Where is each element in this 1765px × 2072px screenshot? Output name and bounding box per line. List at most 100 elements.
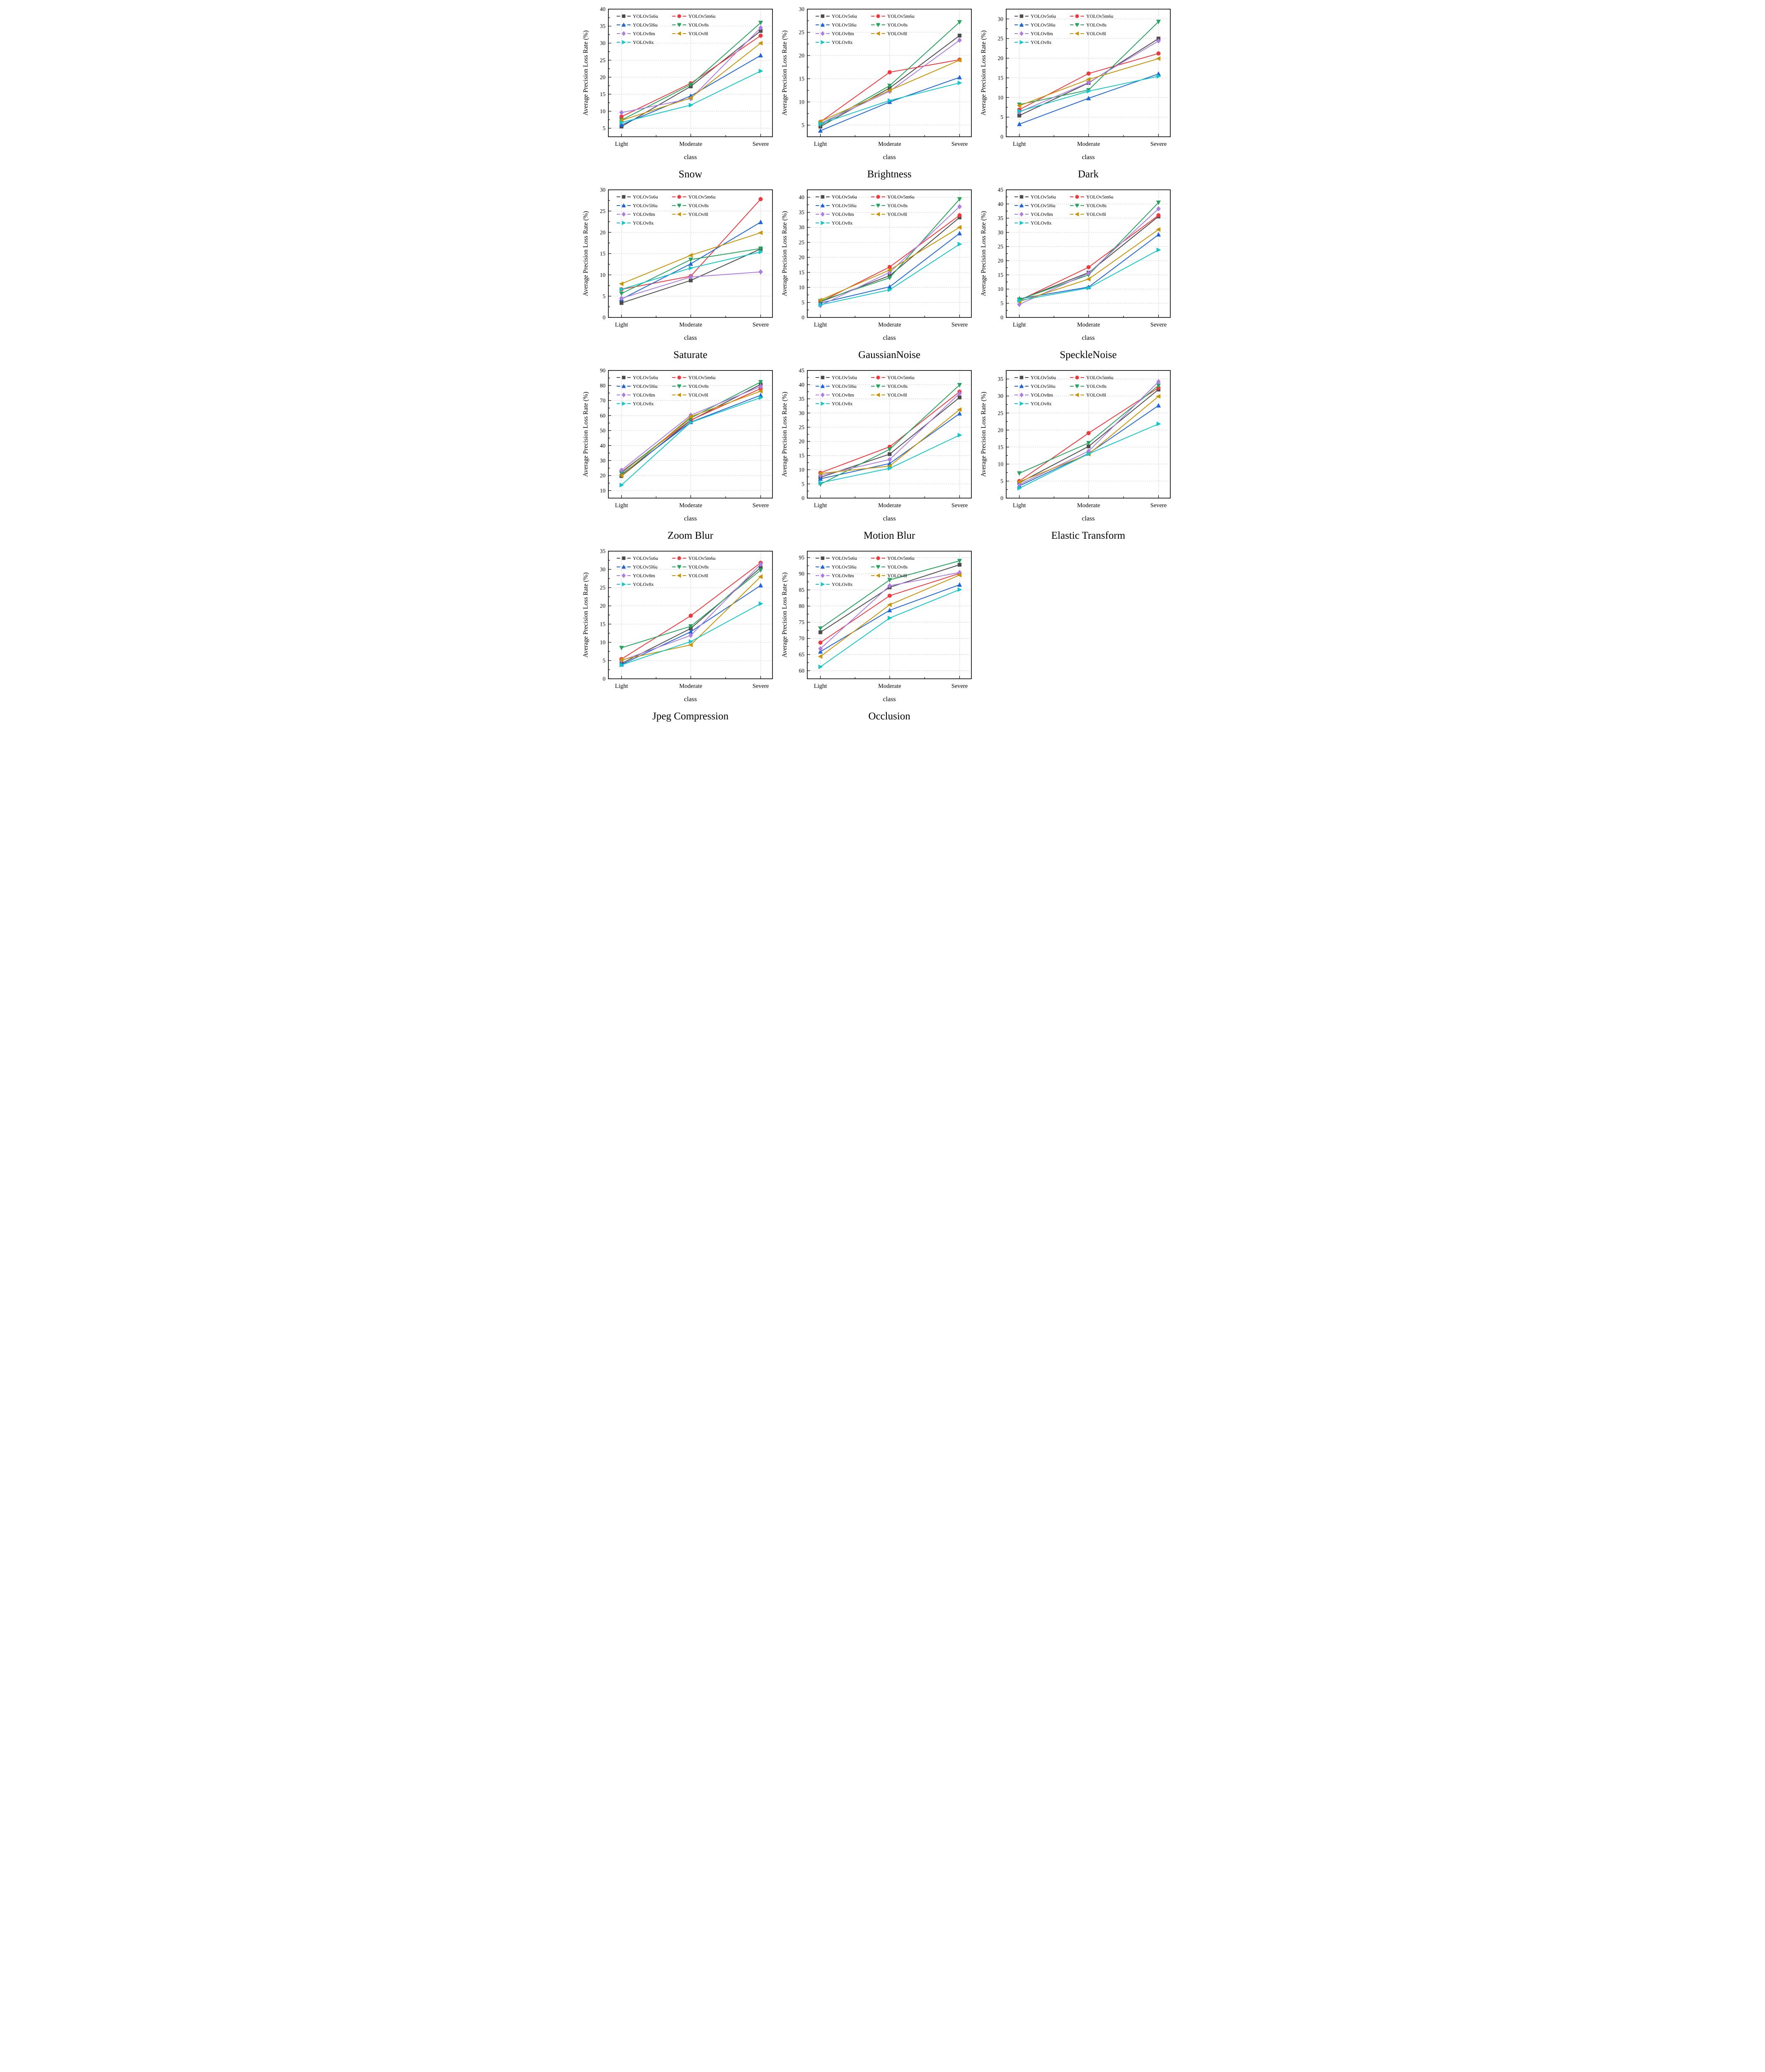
legend-label: YOLOv5m6u bbox=[688, 13, 716, 19]
legend-label: YOLOv5l6u bbox=[633, 22, 658, 28]
svg-text:60: 60 bbox=[600, 412, 605, 419]
svg-text:25: 25 bbox=[600, 585, 605, 591]
data-point-marker bbox=[957, 20, 962, 25]
legend-label: YOLOv5l6u bbox=[1031, 203, 1056, 208]
data-point-marker bbox=[957, 204, 962, 210]
svg-text:0: 0 bbox=[1000, 495, 1003, 501]
data-point-marker bbox=[1156, 201, 1161, 205]
legend-marker bbox=[622, 40, 626, 45]
x-tick-labels: Light Moderate Severe bbox=[1012, 141, 1166, 148]
svg-text:Severe: Severe bbox=[752, 683, 768, 690]
data-point-marker bbox=[818, 298, 822, 303]
data-point-marker bbox=[887, 452, 891, 456]
data-point-marker bbox=[1086, 441, 1091, 446]
data-point-marker bbox=[887, 593, 892, 598]
svg-text:Severe: Severe bbox=[1150, 141, 1166, 148]
x-tick-labels: Light Moderate Severe bbox=[615, 683, 768, 690]
legend-marker bbox=[1019, 212, 1024, 217]
data-point-marker bbox=[619, 122, 624, 127]
legend-marker bbox=[1019, 384, 1024, 388]
legend-label: YOLOv5l6u bbox=[1031, 22, 1056, 28]
y-tick-labels: 0 5 10 15 20 25 30 35 40 45 bbox=[799, 368, 804, 501]
legend-label: YOLOv8l bbox=[688, 392, 709, 398]
legend-marker bbox=[1075, 14, 1079, 18]
svg-text:10: 10 bbox=[600, 487, 605, 494]
series-yolov8l bbox=[619, 574, 763, 662]
legend-marker bbox=[820, 203, 825, 208]
legend-label: YOLOv8m bbox=[832, 573, 854, 579]
series-yolov8x bbox=[619, 249, 763, 292]
legend-marker bbox=[876, 203, 880, 208]
svg-text:40: 40 bbox=[799, 194, 804, 201]
plot-frame bbox=[806, 551, 972, 679]
svg-text:Light: Light bbox=[615, 502, 627, 509]
data-point-marker bbox=[688, 624, 693, 629]
legend-marker bbox=[1019, 375, 1023, 380]
legend: YOLOv5s6u YOLOv5m6u YOLOv5l6u YOLOv8s YOLOv8… bbox=[1014, 194, 1113, 226]
svg-text:Moderate: Moderate bbox=[1077, 502, 1100, 509]
data-point-marker bbox=[887, 88, 892, 93]
data-point-marker bbox=[1156, 379, 1161, 385]
axis-ticks bbox=[608, 189, 761, 318]
svg-text:25: 25 bbox=[998, 243, 1003, 249]
svg-text:10: 10 bbox=[600, 108, 605, 114]
legend-marker bbox=[621, 22, 626, 27]
data-point-marker bbox=[957, 213, 962, 218]
data-point-marker bbox=[619, 118, 623, 123]
data-point-marker bbox=[957, 559, 962, 564]
svg-text:5: 5 bbox=[1000, 114, 1003, 120]
data-point-marker bbox=[887, 70, 892, 75]
legend-marker bbox=[1019, 401, 1024, 406]
svg-text:25: 25 bbox=[998, 36, 1003, 42]
legend-marker bbox=[821, 40, 825, 45]
legend: YOLOv5s6u YOLOv5m6u YOLOv5l6u YOLOv8s YOLOv8… bbox=[815, 194, 914, 226]
svg-text:95: 95 bbox=[799, 554, 804, 561]
svg-text:15: 15 bbox=[799, 269, 804, 276]
series-yolov8l bbox=[619, 230, 763, 286]
legend-marker bbox=[677, 203, 681, 208]
data-point-marker bbox=[1086, 71, 1091, 76]
data-point-marker bbox=[1156, 383, 1161, 388]
legend: YOLOv5s6u YOLOv5m6u YOLOv5l6u YOLOv8s YOLOv8… bbox=[815, 13, 914, 45]
svg-text:30: 30 bbox=[799, 410, 804, 416]
svg-text:Light: Light bbox=[813, 502, 826, 509]
data-point-marker bbox=[818, 128, 823, 133]
chart-elastic-transform: 0 5 10 15 20 25 30 35 YOLOv5s6u YOLOv5m6u YOLOv5l6… bbox=[978, 366, 1176, 545]
legend-marker bbox=[621, 392, 626, 397]
data-point-marker bbox=[887, 466, 892, 471]
data-point-marker bbox=[1086, 286, 1091, 290]
svg-text:15: 15 bbox=[799, 453, 804, 459]
svg-text:0: 0 bbox=[603, 676, 605, 682]
legend-marker bbox=[820, 384, 825, 388]
figure-snow: 5 10 15 20 25 30 35 40 YOLOv5s6u YOLOv5m6u YOLOv5l… bbox=[581, 4, 778, 183]
y-axis-label: Average Precision Loss Rate (%) bbox=[582, 211, 589, 296]
svg-text:90: 90 bbox=[600, 368, 605, 374]
legend-label: YOLOv8s bbox=[688, 203, 709, 208]
svg-text:0: 0 bbox=[801, 495, 804, 501]
legend-marker bbox=[875, 212, 880, 217]
legend-marker bbox=[677, 23, 681, 27]
figure-elastic-transform: 0 5 10 15 20 25 30 35 YOLOv5s6u YOLOv5m6u YOLOv5l6… bbox=[978, 366, 1176, 545]
data-point-marker bbox=[619, 657, 623, 662]
legend-marker bbox=[1019, 392, 1024, 397]
data-point-marker bbox=[818, 646, 823, 651]
x-tick-labels: Light Moderate Severe bbox=[615, 322, 768, 328]
figure-motion-blur: 0 5 10 15 20 25 30 35 40 45 YOLOv5s6u YOLOv5m6u YOLO… bbox=[780, 366, 977, 545]
x-axis-label: class bbox=[1082, 334, 1094, 341]
y-axis-label: Average Precision Loss Rate (%) bbox=[781, 572, 788, 657]
data-point-marker bbox=[1156, 247, 1161, 252]
legend-marker bbox=[621, 31, 626, 36]
series-yolov5l6u bbox=[818, 582, 962, 654]
svg-text:35: 35 bbox=[600, 23, 605, 29]
svg-text:25: 25 bbox=[998, 410, 1003, 416]
legend-label: YOLOv8x bbox=[633, 220, 654, 226]
series-yolov8s bbox=[619, 568, 763, 651]
legend-label: YOLOv5s6u bbox=[1031, 13, 1056, 19]
svg-text:15: 15 bbox=[600, 621, 605, 627]
legend-label: YOLOv8x bbox=[1031, 39, 1052, 45]
data-point-marker bbox=[887, 276, 892, 281]
svg-text:25: 25 bbox=[600, 208, 605, 214]
legend-marker bbox=[621, 564, 626, 569]
y-axis-label: Average Precision Loss Rate (%) bbox=[980, 392, 987, 477]
